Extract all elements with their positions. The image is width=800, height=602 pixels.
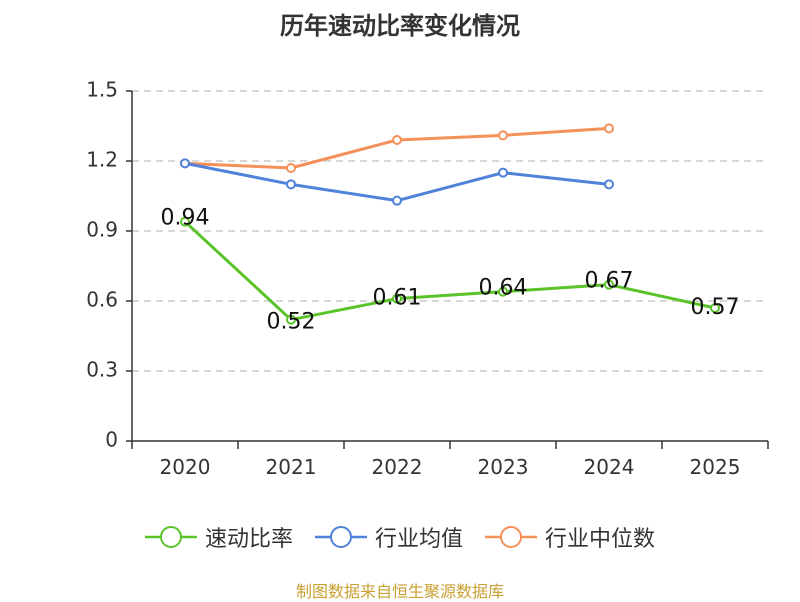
y-tick-label: 0	[105, 428, 118, 452]
legend-swatch-icon	[144, 526, 197, 548]
legend-item[interactable]: 速动比率	[144, 521, 293, 553]
legend-item[interactable]: 行业中位数	[485, 521, 655, 553]
x-tick-label: 2022	[372, 455, 423, 479]
legend: 速动比率 行业均值 行业中位数	[0, 520, 800, 554]
data-point	[180, 216, 190, 227]
y-tick-label: 1.2	[86, 148, 118, 172]
data-label: 0.61	[373, 286, 422, 311]
y-tick-label: 0.9	[86, 218, 118, 242]
x-tick-label: 2021	[266, 455, 317, 479]
series-line-0	[183, 220, 716, 322]
data-point	[710, 303, 720, 313]
legend-item[interactable]: 行业均值	[314, 521, 463, 553]
legend-swatch-icon	[485, 526, 537, 548]
series-layer	[180, 123, 720, 325]
y-tick-label: 0.3	[86, 358, 118, 382]
data-point	[180, 158, 190, 169]
chart-title: 历年速动比率变化情况	[280, 12, 520, 40]
x-tick-label: 2025	[690, 455, 741, 479]
data-label: 0.94	[161, 206, 210, 231]
series-line-2	[184, 126, 610, 170]
data-point	[392, 195, 402, 206]
data-labels: 0.94 0.52 0.61 0.64 0.67 0.57	[161, 206, 740, 335]
y-tick-label: 0.6	[86, 288, 118, 312]
data-point	[498, 167, 508, 178]
legend-swatch-icon	[314, 526, 367, 548]
x-tick-label: 2020	[160, 455, 211, 479]
series-line-1	[184, 161, 610, 203]
legend-label: 行业中位数	[545, 527, 656, 552]
data-point	[286, 179, 296, 190]
y-tick-label: 1.5	[86, 78, 118, 102]
source-note: 制图数据来自恒生聚源数据库	[295, 582, 504, 601]
legend-label: 行业均值	[374, 527, 463, 552]
axes: 0 0.3 0.6 0.9 1.2 1.5 2020 2021 2022 2023 2024 2025	[86, 78, 769, 479]
data-label: 0.57	[691, 295, 740, 320]
data-point	[286, 314, 296, 325]
data-point	[392, 293, 402, 304]
data-point	[392, 135, 402, 145]
data-point	[286, 163, 296, 173]
data-label: 0.64	[479, 276, 528, 301]
x-tick-label: 2023	[478, 455, 529, 479]
data-point	[498, 286, 508, 297]
data-point	[604, 279, 614, 290]
data-point	[604, 179, 614, 190]
legend-label: 速动比率	[204, 527, 293, 552]
data-label: 0.52	[267, 310, 316, 335]
data-point	[498, 130, 508, 141]
gridlines	[132, 90, 768, 372]
data-point	[604, 123, 614, 134]
x-tick-label: 2024	[584, 455, 635, 479]
data-label: 0.67	[585, 269, 634, 294]
